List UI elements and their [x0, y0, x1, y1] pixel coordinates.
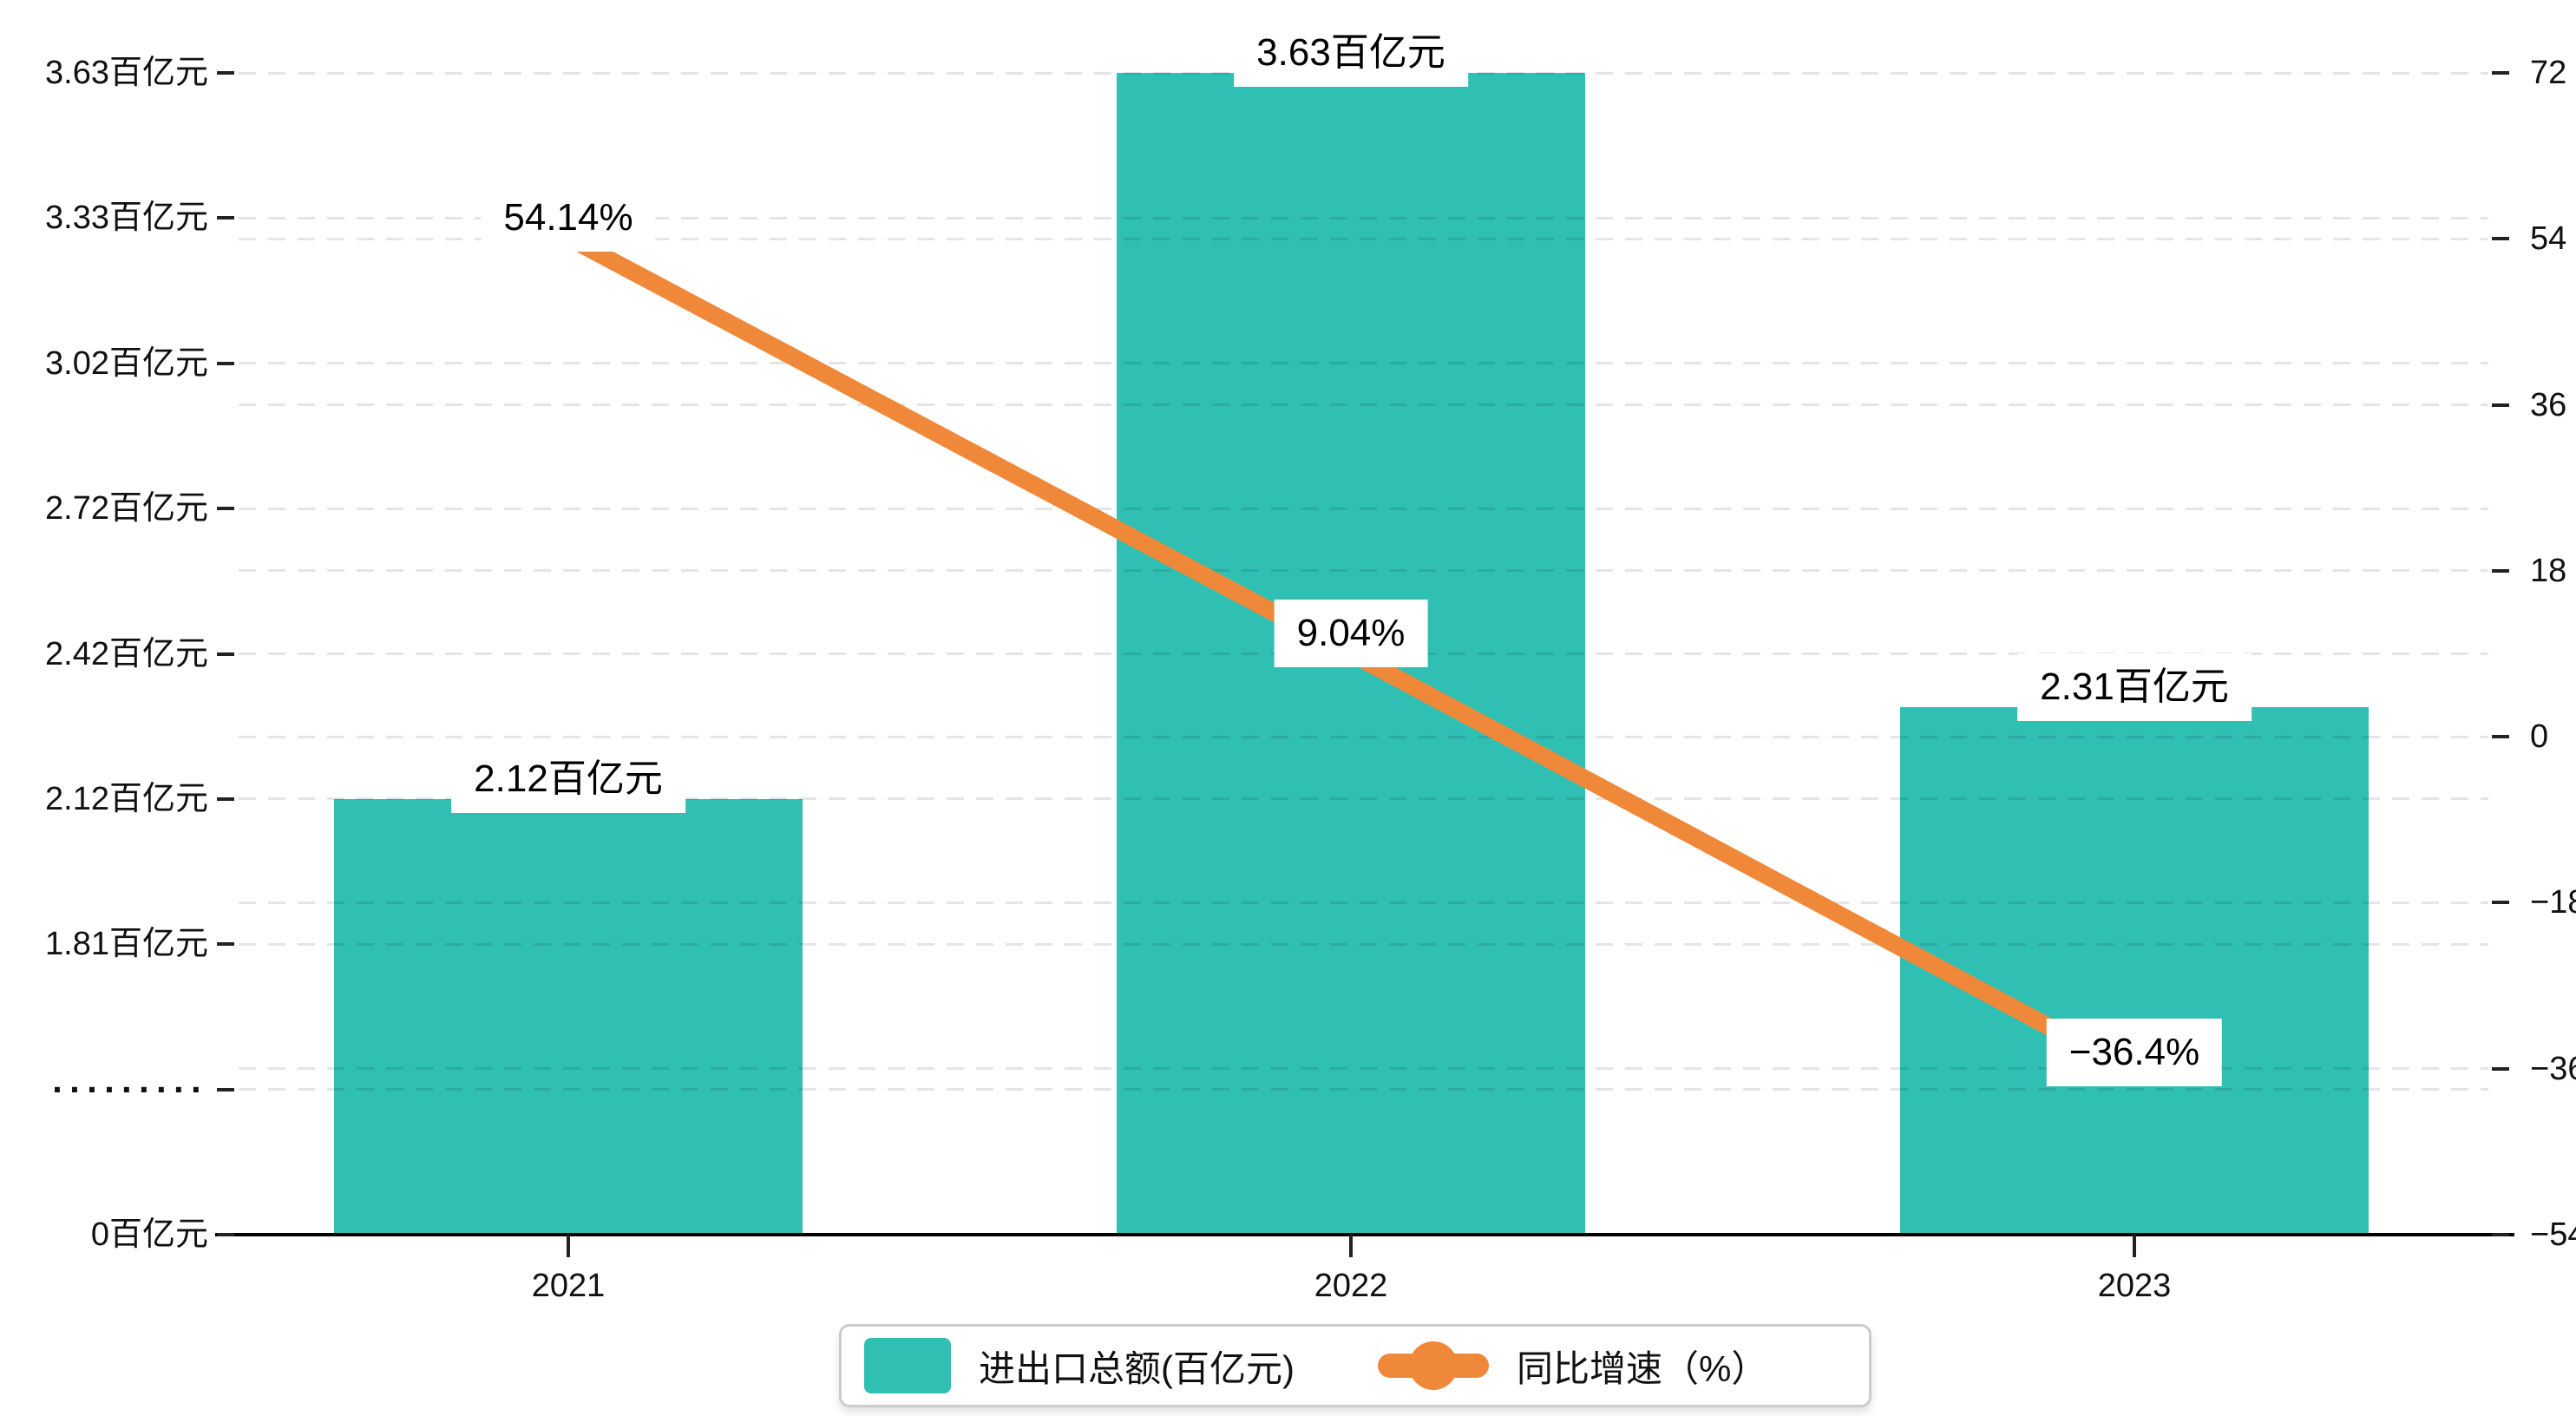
left-tick-1	[217, 216, 234, 220]
line-series-dot-icon	[1408, 1341, 1458, 1390]
x-tick-2023	[2133, 1235, 2136, 1257]
bar-value-label-2021: 2.12百亿元	[451, 744, 685, 813]
left-axis-label-8: 0百亿元	[90, 1216, 208, 1253]
bar-value-label-2023: 2.31百亿元	[2017, 652, 2252, 721]
right-tick-2	[2492, 403, 2509, 407]
left-axis-label-0: 3.63百亿元	[45, 55, 208, 91]
x-axis-label-2023: 2023	[2097, 1268, 2172, 1304]
gridline-right-4	[239, 735, 2488, 738]
left-tick-4	[217, 652, 234, 656]
line-value-label-2022: 9.04%	[1274, 600, 1428, 668]
left-axis-label-6: 1.81百亿元	[45, 926, 208, 963]
right-tick-5	[2492, 901, 2509, 905]
left-axis-label-4: 2.42百亿元	[45, 635, 208, 672]
x-tick-2021	[567, 1235, 570, 1257]
legend: 进出口总额(百亿元) 同比增速（%）	[839, 1324, 1871, 1407]
right-tick-0	[2492, 71, 2509, 75]
left-axis-label-3: 2.72百亿元	[45, 490, 208, 528]
left-tick-3	[217, 507, 234, 511]
right-axis-label-3: 18	[2530, 552, 2567, 589]
left-tick-5	[217, 796, 234, 801]
gridline-right-5	[239, 901, 2488, 904]
x-tick-2022	[1349, 1235, 1353, 1257]
left-tick-6	[217, 942, 234, 947]
left-tick-7	[217, 1087, 234, 1092]
left-tick-0	[217, 71, 234, 75]
x-axis-line	[215, 1233, 2514, 1236]
gridline-left-7	[239, 1088, 2488, 1092]
legend-bar-label: 进出口总额(百亿元)	[979, 1347, 1295, 1389]
gridline-right-3	[239, 569, 2488, 573]
line-value-label-2023: −36.4%	[2046, 1018, 2223, 1086]
left-axis-label-5: 2.12百亿元	[45, 780, 208, 817]
bar-2021[interactable]	[334, 798, 803, 1235]
right-tick-1	[2492, 237, 2509, 241]
right-axis-label-7: −54	[2530, 1216, 2576, 1253]
gridline-right-2	[239, 403, 2488, 407]
left-axis-label-1: 3.33百亿元	[45, 200, 208, 237]
left-axis-label-2: 3.02百亿元	[45, 344, 208, 382]
x-axis-label-2022: 2022	[1314, 1268, 1388, 1304]
legend-item-bar[interactable]: 进出口总额(百亿元)	[864, 1338, 1295, 1393]
left-tick-8	[217, 1233, 234, 1236]
right-axis-label-0: 72	[2530, 55, 2567, 91]
bar-value-label-2022: 3.63百亿元	[1234, 19, 1468, 87]
right-tick-4	[2492, 735, 2509, 739]
x-axis-label-2021: 2021	[531, 1268, 606, 1304]
legend-item-line[interactable]: 同比增速（%）	[1377, 1340, 1768, 1393]
left-axis-break-label: ·········	[52, 1068, 208, 1110]
left-tick-2	[217, 361, 234, 365]
right-tick-7	[2492, 1233, 2509, 1236]
gridline-left-3	[239, 507, 2488, 510]
line-series-marker-icon	[1377, 1341, 1489, 1390]
bar-2023[interactable]	[1900, 706, 2369, 1235]
line-value-label-2021: 54.14%	[481, 183, 656, 252]
right-tick-6	[2492, 1066, 2509, 1071]
right-axis-label-5: −18	[2530, 884, 2576, 921]
legend-line-label: 同比增速（%）	[1516, 1347, 1768, 1389]
right-axis-label-2: 36	[2530, 386, 2567, 423]
bar-series-swatch-icon	[864, 1338, 951, 1393]
gridline-left-6	[239, 942, 2488, 946]
right-axis-label-4: 0	[2530, 718, 2549, 756]
gridline-left-1	[239, 216, 2488, 220]
right-axis-label-1: 54	[2530, 220, 2567, 258]
gridline-left-2	[239, 362, 2488, 365]
right-axis-label-6: −36	[2530, 1050, 2576, 1087]
right-tick-3	[2492, 568, 2509, 573]
